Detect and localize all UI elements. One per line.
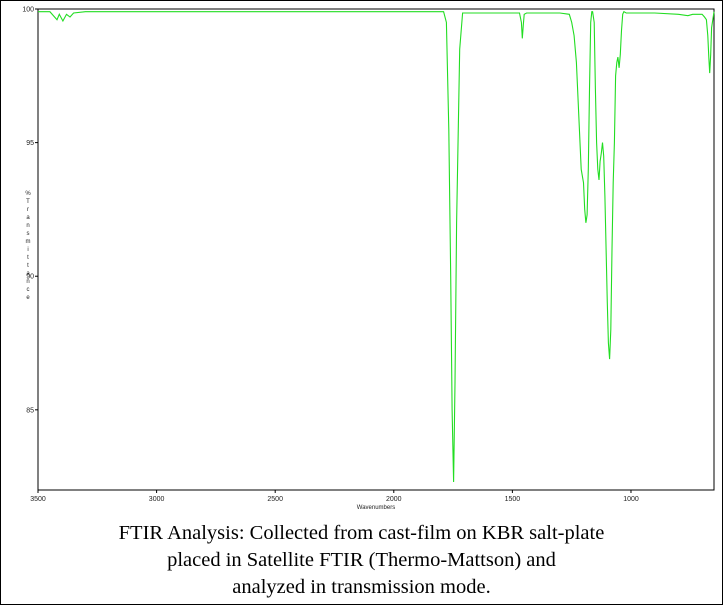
x-tick-label: 3500 — [30, 496, 46, 503]
y-axis-label-char: i — [27, 247, 28, 253]
y-axis-label-char: t — [27, 263, 29, 269]
figure-caption: FTIR Analysis: Collected from cast-film … — [0, 520, 723, 601]
y-axis-ticks: 100 95 90 85 — [22, 7, 38, 414]
x-tick-label: 2500 — [267, 496, 283, 503]
transmittance-spectrum-line — [38, 10, 715, 483]
x-tick-label: 1500 — [505, 496, 521, 503]
x-axis-ticks: 3500 3000 2500 2000 1500 1000 — [30, 490, 639, 503]
y-axis-label-char: % — [25, 191, 31, 197]
y-axis-label-char: r — [27, 207, 29, 213]
y-axis-label-char: n — [26, 279, 29, 285]
y-axis-label-char: T — [26, 199, 30, 205]
x-tick-label: 1000 — [623, 496, 639, 503]
y-axis-label-char: a — [26, 215, 30, 221]
x-axis-label: Wavenumbers — [357, 505, 395, 511]
y-axis-label-char: s — [27, 231, 30, 237]
y-axis-label-char: n — [26, 223, 29, 229]
y-axis-label-char: a — [26, 271, 30, 277]
y-axis-label-char: e — [26, 295, 30, 301]
ftir-chart: 100 95 90 85 3500 3000 2500 2000 1500 1000 Waven… — [22, 7, 715, 511]
y-axis-label-char: t — [27, 255, 29, 261]
y-axis-label-char: c — [27, 287, 30, 293]
y-tick-label: 95 — [26, 140, 34, 147]
caption-line-3: analyzed in transmission mode. — [232, 576, 491, 598]
x-tick-label: 3000 — [149, 496, 165, 503]
y-axis-label-char: m — [26, 239, 31, 245]
y-tick-label: 90 — [26, 274, 34, 281]
caption-line-2: placed in Satellite FTIR (Thermo-Mattson… — [167, 549, 556, 571]
y-tick-label: 85 — [26, 407, 34, 414]
plot-area — [37, 8, 715, 491]
y-tick-label: 100 — [22, 7, 34, 14]
x-tick-label: 2000 — [386, 496, 402, 503]
caption-line-1: FTIR Analysis: Collected from cast-film … — [118, 522, 605, 544]
